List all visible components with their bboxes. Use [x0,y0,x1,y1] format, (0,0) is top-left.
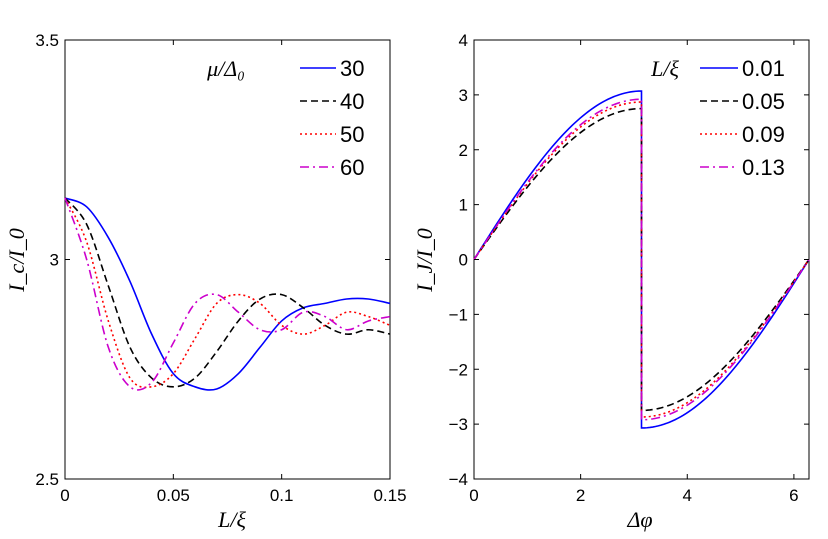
right-chart: 0 2 4 6 −4 −3 −2 −1 0 1 2 3 4 L/ξ 0.01 0.05 0.09 0.13 Δ… [412,31,810,532]
series-line-40 [64,197,391,388]
x-tick-label: 6 [789,486,798,505]
legend-label-0.05: 0.05 [742,89,785,114]
legend-label-30: 30 [340,56,364,81]
right-legend-title: L/ξ [650,56,679,81]
left-legend: μ/Δ₀ 30 40 50 60 [206,56,364,180]
right-x-axis-label: Δφ [626,507,652,532]
legend-label-0.01: 0.01 [742,56,785,81]
y-tick-label: 3 [50,251,59,270]
y-tick-label: 2.5 [35,470,59,489]
x-tick-label: 4 [683,486,692,505]
x-tick-label: 0 [469,486,478,505]
x-tick-label: 0.15 [373,486,406,505]
left-x-axis-label: L/ξ [217,507,246,532]
legend-label-0.13: 0.13 [742,155,785,180]
x-tick-label: 0.1 [270,486,294,505]
legend-label-0.09: 0.09 [742,122,785,147]
y-tick-label: 0 [459,251,468,270]
x-tick-label: 0.05 [157,486,190,505]
y-tick-label: −4 [449,470,468,489]
series-line-0.13 [473,98,810,421]
right-y-axis-label: I_J/I_0 [412,228,437,293]
series-line-0.05 [473,107,810,412]
y-tick-label: −3 [449,415,468,434]
legend-label-50: 50 [340,122,364,147]
left-y-axis-label: I_c/I_0 [4,228,29,293]
y-tick-label: 2 [459,141,468,160]
right-legend: L/ξ 0.01 0.05 0.09 0.13 [650,56,785,180]
left-chart: 0 0.05 0.1 0.15 2.5 3 3.5 μ/Δ₀ 30 40 50 60 L/ξ I_… [4,31,407,532]
left-legend-title: μ/Δ₀ [206,56,245,81]
y-tick-label: 1 [459,196,468,215]
right-series-group [473,90,810,429]
series-line-60 [64,197,391,391]
y-tick-label: −2 [449,360,468,379]
x-tick-label: 2 [576,486,585,505]
y-tick-label: 3 [459,86,468,105]
series-line-30 [64,197,391,391]
right-ticks-group: 0 2 4 6 −4 −3 −2 −1 0 1 2 3 4 [449,31,809,505]
y-tick-label: 3.5 [35,31,59,50]
legend-label-40: 40 [340,89,364,114]
y-tick-label: 4 [459,31,468,50]
x-tick-label: 0 [60,486,69,505]
y-tick-label: −1 [449,305,468,324]
left-series-group [64,197,391,391]
left-ticks-group: 0 0.05 0.1 0.15 2.5 3 3.5 [35,31,406,505]
legend-label-60: 60 [340,155,364,180]
series-line-50 [64,197,391,389]
